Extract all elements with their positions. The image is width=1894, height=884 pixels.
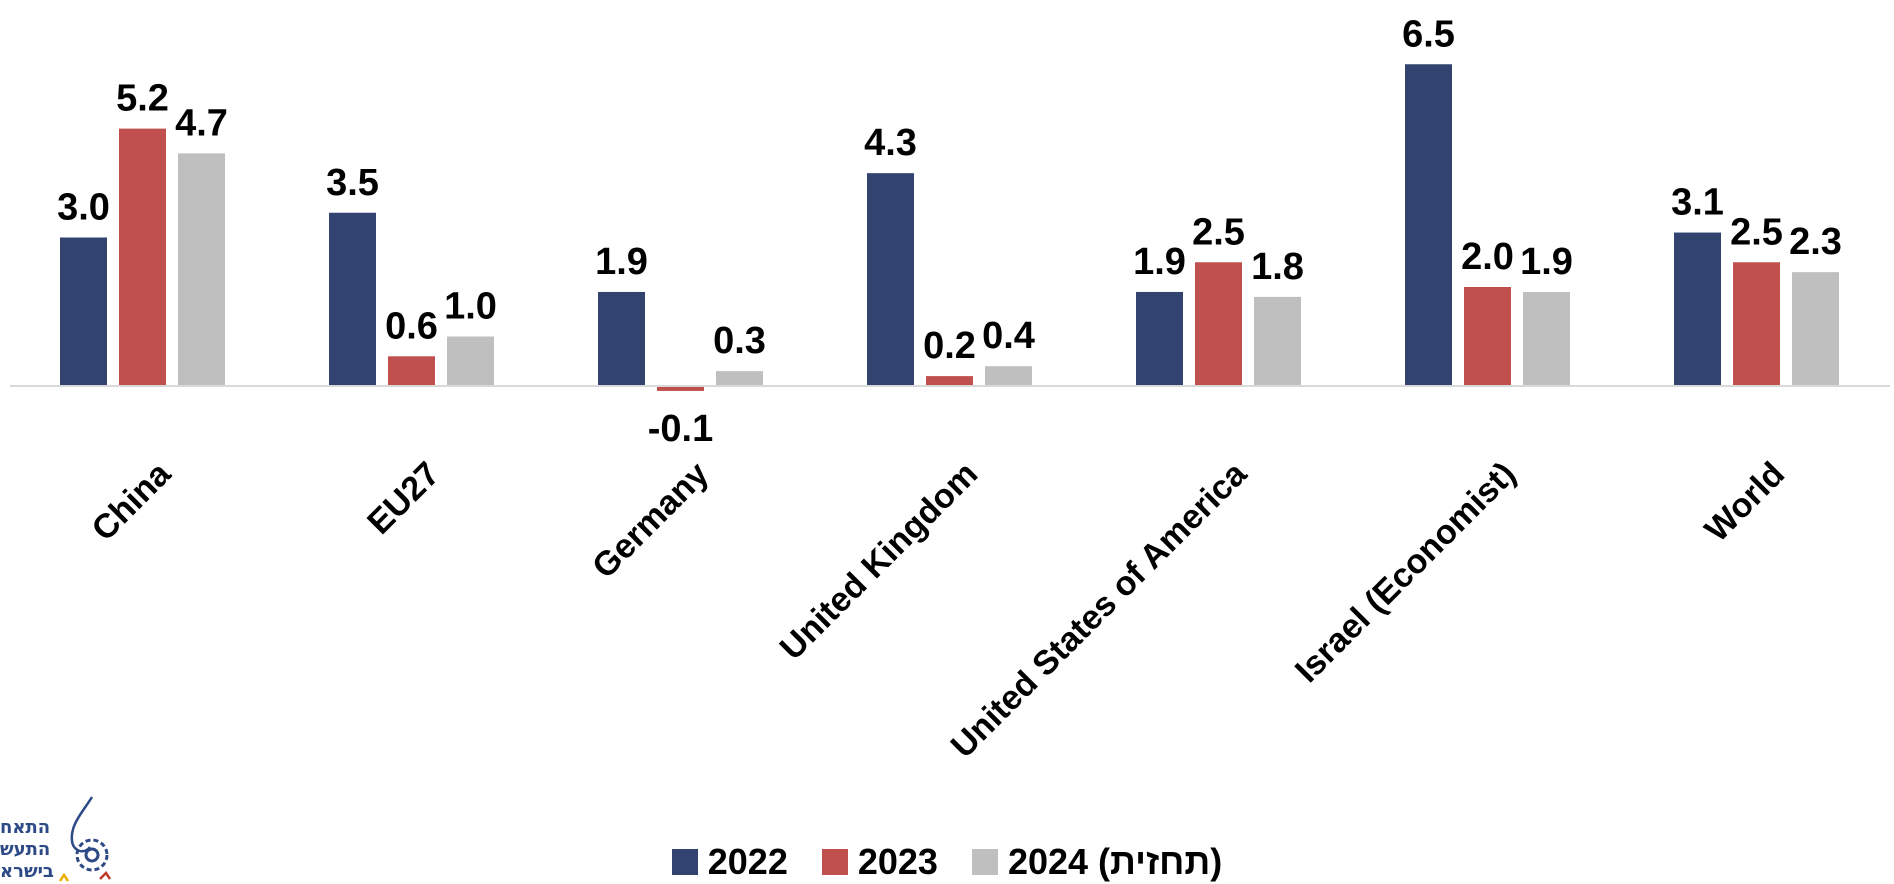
bar-2024-united-kingdom [985, 366, 1032, 386]
bar-2022-eu27 [329, 212, 376, 386]
bar-2024-china [178, 153, 225, 386]
category-label: World [1698, 455, 1793, 550]
data-label: 0.6 [385, 305, 438, 347]
bar-2023-united-states-of-america [1195, 262, 1242, 386]
bar-2024-eu27 [447, 336, 494, 386]
bar-chart: 3.0 5.24.7 3.5 0.6 1.0 1.9 -0.1 0.3 4.3 0.2 0.4 1.9… [10, 13, 1890, 765]
data-label: 0.2 [923, 325, 976, 367]
data-label: 1.9 [595, 241, 648, 283]
bar-2023-world [1733, 262, 1780, 386]
logo-text-line-1: התאח [0, 817, 50, 838]
bar-2024-germany [716, 371, 763, 386]
data-label: 5.2 [116, 78, 169, 120]
data-label: 0.4 [982, 315, 1035, 357]
data-label: 1.9 [1133, 241, 1186, 283]
bar-2024-united-states-of-america [1254, 296, 1301, 386]
logo-gear-hub [84, 847, 100, 863]
legend-label: 2024 (תחזית) [1007, 841, 1223, 882]
bar-2024-world [1792, 272, 1839, 386]
data-label: 0.3 [713, 320, 766, 362]
data-label: 2.5 [1192, 211, 1245, 253]
bars-layer [60, 64, 1839, 391]
category-label: Germany [585, 455, 716, 586]
data-label: 3.5 [326, 162, 379, 204]
legend-label: 2023 [857, 841, 938, 882]
logo-accent-mark [58, 872, 70, 882]
bar-2022-world [1674, 232, 1721, 386]
data-label: 6.5 [1402, 13, 1455, 55]
bar-2024-israel-economist- [1523, 291, 1570, 386]
logo-gear-icon [75, 838, 109, 872]
bar-2023-germany [657, 386, 704, 391]
category-label: EU27 [360, 455, 447, 542]
bar-2023-israel-economist- [1464, 287, 1511, 386]
data-label: 1.9 [1520, 241, 1573, 283]
category-label: United Kingdom [773, 455, 986, 668]
logo-flame-icon [70, 796, 94, 853]
bar-2022-united-kingdom [867, 173, 914, 386]
legend: 2022 2023 2024 (תחזית) [0, 840, 1894, 884]
legend-swatch [671, 849, 698, 875]
legend-swatch [821, 849, 848, 875]
value-labels-layer: 3.0 5.24.7 3.5 0.6 1.0 1.9 -0.1 0.3 4.3 0.2 0.4 1.9… [57, 13, 1842, 450]
data-label: 3.1 [1671, 182, 1724, 224]
category-label: Israel (Economist) [1288, 455, 1523, 690]
legend-item: 2023 [821, 841, 938, 883]
bar-2022-united-states-of-america [1136, 291, 1183, 386]
bar-2023-eu27 [388, 356, 435, 386]
organization-logo: התאח התעש בישרא [0, 796, 112, 882]
data-label: 2.5 [1730, 211, 1783, 253]
data-label: 1.8 [1251, 246, 1304, 288]
logo-accent-mark [99, 871, 112, 880]
logo-text-line-3: בישרא [0, 861, 54, 882]
data-label: 2.0 [1461, 236, 1514, 278]
data-label: 2.3 [1789, 221, 1842, 263]
data-label: -0.1 [648, 408, 713, 450]
bar-2022-china [60, 237, 107, 386]
legend-item: 2024 (תחזית) [971, 841, 1223, 883]
data-label: 1.0 [444, 286, 497, 328]
category-label: China [84, 454, 178, 548]
data-label: 3.0 [57, 187, 110, 229]
bar-2022-israel-economist- [1405, 64, 1452, 386]
logo-text-line-2: התעש [0, 839, 50, 860]
bar-2022-germany [598, 291, 645, 386]
bar-2023-united-kingdom [926, 376, 973, 386]
bar-2023-china [119, 128, 166, 386]
legend-label: 2022 [707, 841, 788, 882]
legend-swatch [971, 849, 998, 875]
data-label: 4.7 [175, 102, 228, 144]
category-label: United States of America [944, 454, 1255, 765]
data-label: 4.3 [864, 122, 917, 164]
legend-item: 2022 [671, 841, 788, 883]
